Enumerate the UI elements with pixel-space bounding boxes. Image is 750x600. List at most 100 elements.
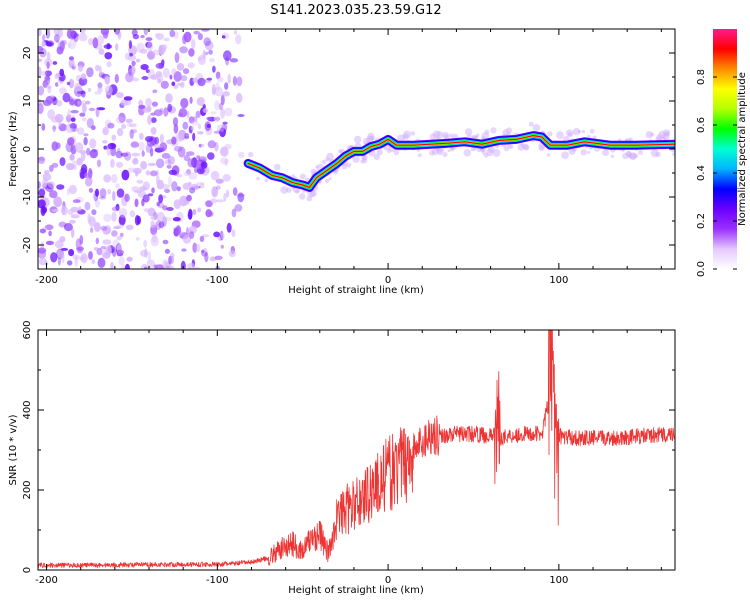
noise-blob [188, 181, 192, 186]
halo-blob [662, 136, 666, 140]
halo-blob [361, 154, 367, 160]
colorbar-tick-label: 0.0 [696, 261, 707, 277]
halo-blob [626, 151, 632, 157]
noise-blob [129, 123, 137, 128]
noise-blob [49, 165, 54, 172]
noise-blob [193, 266, 201, 269]
noise-blob [153, 109, 163, 117]
halo-blob [326, 152, 334, 161]
noise-blob [116, 249, 124, 256]
noise-blob [205, 166, 210, 174]
halo-blob [567, 132, 572, 137]
noise-blob [118, 112, 126, 124]
noise-blob [189, 187, 196, 194]
x-tick-label: 0 [385, 575, 391, 586]
noise-blob [95, 107, 100, 118]
halo-blob [509, 144, 514, 149]
noise-blob [88, 107, 95, 112]
halo-blob [402, 133, 409, 140]
noise-blob [168, 265, 175, 269]
halo-blob [264, 178, 269, 183]
halo-blob [366, 135, 374, 143]
x-tick-label: -200 [35, 275, 58, 286]
noise-blob [195, 243, 201, 253]
noise-blob [45, 96, 54, 104]
noise-blob [196, 155, 201, 160]
noise-blob [59, 157, 66, 167]
noise-blob [223, 193, 227, 202]
noise-blob [171, 81, 176, 87]
halo-blob [352, 155, 360, 163]
noise-blob [115, 183, 120, 189]
noise-blob [212, 65, 216, 73]
noise-blob [76, 90, 86, 95]
noise-blob [48, 230, 52, 237]
halo-blob [484, 129, 490, 135]
noise-blob [182, 34, 187, 45]
noise-blob [213, 130, 222, 134]
halo-blob [547, 131, 553, 137]
halo-blob [629, 152, 637, 160]
noise-blob [78, 77, 88, 86]
noise-blob [116, 235, 123, 241]
halo-blob [362, 158, 368, 164]
snr-ylabel: SNR (10 * v/v) [8, 414, 19, 485]
noise-blob [208, 49, 213, 55]
noise-blob [113, 226, 121, 230]
noise-blob [183, 154, 190, 162]
noise-blob [121, 169, 130, 181]
noise-blob [107, 188, 111, 195]
noise-blob [155, 71, 163, 78]
noise-blob [215, 116, 221, 121]
halo-blob [508, 145, 512, 149]
noise-blob [114, 73, 119, 84]
noise-blob [223, 50, 232, 61]
noise-blob [214, 255, 223, 260]
noise-blob [85, 100, 91, 105]
noise-blob [89, 149, 99, 159]
noise-blob [96, 247, 103, 256]
noise-blob [49, 190, 58, 199]
noise-blob [219, 127, 227, 138]
noise-blob [163, 37, 170, 42]
noise-blob [166, 207, 174, 211]
noise-blob [213, 231, 221, 238]
noise-blob [76, 127, 85, 135]
noise-blob [158, 44, 166, 56]
noise-blob [98, 65, 102, 76]
noise-blob [55, 142, 61, 149]
noise-blob [155, 158, 165, 169]
noise-blob [70, 214, 80, 219]
noise-blob [105, 145, 112, 150]
noise-blob [111, 211, 117, 222]
noise-blob [149, 147, 154, 157]
noise-blob [231, 208, 237, 218]
noise-blob [46, 85, 52, 89]
noise-blob [180, 75, 188, 82]
noise-blob [140, 64, 149, 71]
halo-blob [298, 193, 306, 200]
noise-blob [132, 34, 140, 40]
noise-blob [66, 81, 71, 86]
noise-blob [192, 77, 199, 83]
noise-blob [222, 174, 231, 182]
noise-blob [81, 117, 87, 122]
noise-blob [38, 29, 42, 37]
noise-blob [147, 162, 157, 166]
halo-blob [633, 153, 639, 158]
noise-blob [145, 170, 151, 176]
y-tick-label: 20 [22, 47, 33, 60]
halo-blob [638, 150, 643, 155]
noise-blob [172, 217, 181, 222]
noise-blob [116, 92, 124, 99]
colorbar: 0.0 0.2 0.4 0.6 0.8 Normalized spectral ampl… [696, 29, 748, 277]
noise-blob [156, 211, 165, 222]
noise-blob [91, 259, 96, 265]
noise-blob [147, 251, 152, 262]
noise-blob [222, 121, 228, 125]
halo-blob [650, 132, 655, 137]
halo-blob [442, 152, 448, 158]
noise-blob [90, 125, 96, 131]
noise-blob [167, 176, 172, 187]
halo-blob [321, 159, 327, 165]
